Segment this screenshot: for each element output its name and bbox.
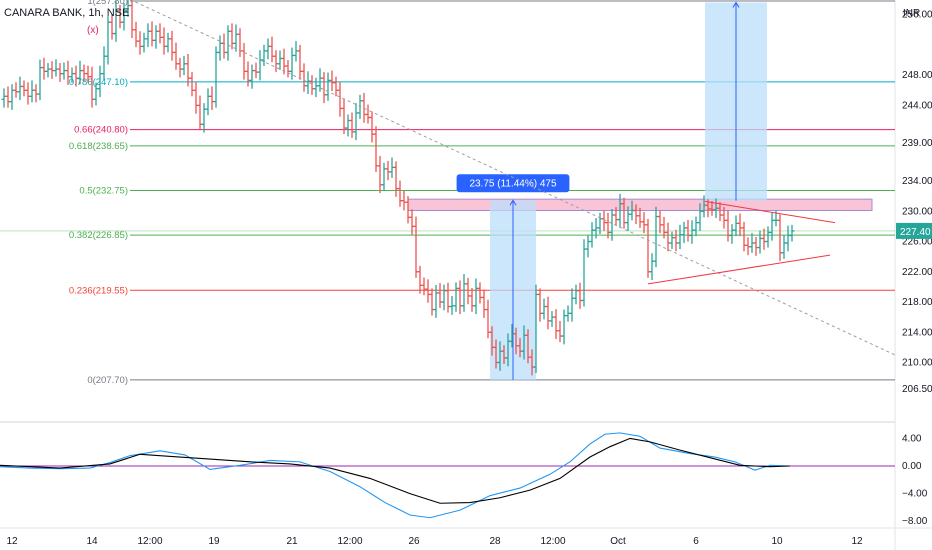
- time-tick: 26: [408, 536, 420, 547]
- price-tick: 226.00: [902, 237, 932, 248]
- price-tick: 206.50: [902, 384, 932, 395]
- symbol-title: CANARA BANK, 1h, NSE: [4, 7, 130, 19]
- time-tick: 19: [208, 536, 220, 547]
- time-tick: 12:00: [137, 536, 162, 547]
- time-tick: 12: [6, 536, 18, 547]
- measure-arrow-head: [732, 1, 740, 8]
- close-marker[interactable]: (x): [87, 25, 99, 36]
- price-tick: 244.00: [902, 100, 932, 111]
- measure-label-bg: [456, 174, 570, 193]
- price-tick: 210.00: [902, 358, 932, 369]
- time-tick: 12:00: [337, 536, 362, 547]
- time-tick: 6: [693, 536, 699, 547]
- fib-label: 0.786(247.10): [69, 77, 128, 88]
- indicator-tick: 4.00: [902, 433, 922, 444]
- price-tick: 234.00: [902, 176, 932, 187]
- fib-label: 0.236(219.55): [69, 285, 128, 296]
- price-tick: 230.00: [902, 206, 932, 217]
- indicator-tick: 0.00: [902, 461, 922, 472]
- price-tick: 248.00: [902, 70, 932, 81]
- indicator-line: [0, 437, 791, 504]
- measure-arrow-head: [509, 199, 517, 206]
- fib-label: 1(257.80): [87, 0, 128, 7]
- currency-label: INR: [903, 8, 921, 19]
- price-tick: 256.00: [902, 10, 932, 21]
- price-tick: 239.00: [902, 138, 932, 149]
- time-tick: 12: [851, 536, 863, 547]
- time-tick: 10: [771, 536, 783, 547]
- fib-label: 0.618(238.65): [69, 141, 128, 152]
- fib-label: 0.66(240.80): [74, 125, 128, 136]
- last-price-label: 227.40: [900, 227, 931, 238]
- fib-label: 0.382(226.85): [69, 230, 128, 241]
- price-tick: 214.00: [902, 327, 932, 338]
- measure-label: 23.75 (11.44%) 475: [469, 178, 557, 189]
- indicator-line: [0, 432, 791, 519]
- fib-label: 0(207.70): [87, 375, 128, 386]
- time-tick: 14: [86, 536, 98, 547]
- indicator-tick: −4.00: [902, 489, 928, 500]
- trendline-long-downtrend: [129, 0, 896, 356]
- last-price-badge: [896, 222, 932, 239]
- time-tick: 12:00: [540, 536, 565, 547]
- fib-label: 0.5(232.75): [79, 185, 128, 196]
- trendline-triangle-lower: [647, 254, 831, 285]
- indicator-tick: −8.00: [902, 516, 928, 527]
- time-tick: 21: [286, 536, 298, 547]
- price-tick: 218.00: [902, 297, 932, 308]
- time-tick: 28: [489, 536, 501, 547]
- time-tick: Oct: [610, 536, 626, 547]
- price-tick: 222.00: [902, 267, 932, 278]
- trendline-triangle-upper: [704, 200, 836, 224]
